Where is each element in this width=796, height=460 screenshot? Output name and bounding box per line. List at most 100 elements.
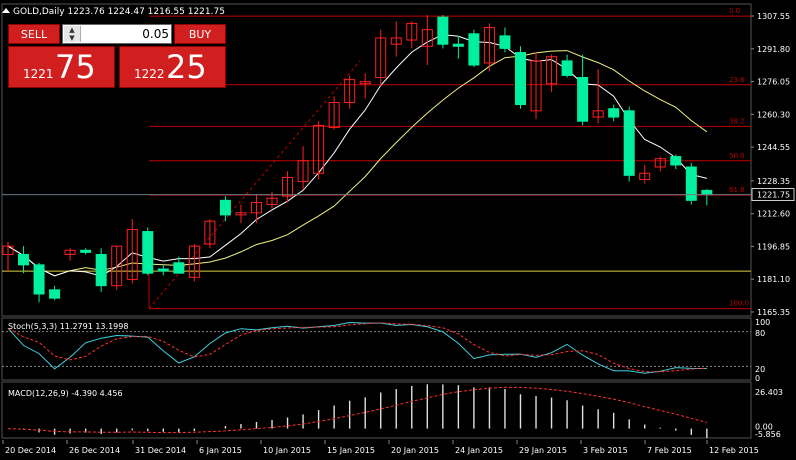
candle-body <box>80 249 92 253</box>
candle-body <box>297 160 309 183</box>
collapse-triangle-icon[interactable] <box>2 8 10 13</box>
fib-level-label: 100.0 <box>729 300 749 308</box>
time-tick-label: 10 Jan 2015 <box>263 446 311 455</box>
fibonacci-retracement[interactable]: 0.0 23.6 38.2 50.0 61.8 100.0 <box>2 7 751 310</box>
candle-body <box>375 37 387 79</box>
candle-body <box>701 189 713 196</box>
time-tick-label: 6 Jan 2015 <box>199 446 242 455</box>
stoch-d-line <box>7 322 707 373</box>
candle-body <box>452 43 464 47</box>
last-price-label: 1221.75 <box>757 191 790 200</box>
candle-body <box>204 220 216 245</box>
candlestick-series <box>2 15 713 303</box>
fib-level-label: 50.0 <box>729 152 745 160</box>
time-tick-label: 20 Dec 2014 <box>5 446 56 455</box>
candle-body <box>654 158 666 168</box>
macd-scale-label: -5.856 <box>755 430 781 439</box>
chart-header: GOLD,Daily 1223.76 1224.47 1216.55 1221.… <box>2 7 225 17</box>
macd-scale-label: 26.403 <box>755 388 783 397</box>
sell-price-prefix: 1221 <box>23 67 54 81</box>
main-panel-border <box>1 3 752 317</box>
time-tick-label: 3 Feb 2015 <box>583 446 628 455</box>
buy-price-prefix: 1222 <box>134 67 165 81</box>
macd-label: MACD(12,26,9) -4.390 4.456 <box>8 389 123 398</box>
candle-body <box>235 212 247 216</box>
moving-average-slow <box>7 50 708 277</box>
chart-title: GOLD,Daily 1223.76 1224.47 1216.55 1221.… <box>13 7 225 17</box>
candle-body <box>592 110 604 118</box>
candle-body <box>546 56 558 85</box>
candle-body <box>188 245 200 278</box>
time-tick-label: 26 Dec 2014 <box>69 446 120 455</box>
candle-body <box>95 253 107 287</box>
candle-body <box>639 172 651 181</box>
macd-signal-line <box>7 386 708 434</box>
candle-body <box>266 197 278 205</box>
price-axis: 1307.55 1291.80 1276.05 1260.30 1244.55 1228.… <box>2 12 795 317</box>
candle-body <box>142 231 154 274</box>
price-tick-label: 1196.85 <box>757 242 790 251</box>
buy-button[interactable]: BUY <box>174 24 226 44</box>
candle-body <box>406 22 418 41</box>
candle-body <box>313 124 325 174</box>
candle-body <box>421 29 433 47</box>
price-tick-label: 1181.10 <box>757 275 790 284</box>
stochastic-indicator: 100 80 200 <box>2 318 770 383</box>
time-tick-label: 31 Dec 2014 <box>135 446 186 455</box>
time-tick-label: 12 Feb 2015 <box>709 446 759 455</box>
candle-body <box>390 37 402 45</box>
candle-body <box>250 201 262 214</box>
lot-size-stepper[interactable]: ▲ ▼ <box>62 24 172 44</box>
macd-scale-label: 0.00 <box>755 423 773 432</box>
candle-body <box>561 60 573 76</box>
stoch-scale-label: 0 <box>755 374 760 383</box>
ma-slow-line <box>7 50 708 277</box>
sell-price-pips: 75 <box>55 48 96 86</box>
candle-body <box>670 156 682 166</box>
ma-fast-line <box>7 34 708 277</box>
price-tick-label: 1165.35 <box>757 308 790 317</box>
lot-size-input[interactable] <box>83 26 169 42</box>
price-tick-label: 1260.30 <box>757 110 790 119</box>
candle-body <box>111 245 123 287</box>
candle-body <box>328 101 340 128</box>
candle-body <box>685 166 697 201</box>
candle-body <box>49 289 61 299</box>
macd-indicator: 26.403 0.00-5.856 <box>7 384 783 439</box>
candle-body <box>157 268 169 272</box>
macd-panel-border <box>1 381 752 439</box>
candle-body <box>2 245 14 255</box>
candle-body <box>530 60 542 112</box>
one-click-trading-panel: SELL ▲▼ BUY 1221 75 1222 25 <box>8 24 226 88</box>
candle-body <box>64 249 76 255</box>
buy-price-pips: 25 <box>166 48 207 86</box>
sell-button[interactable]: SELL <box>8 24 60 44</box>
candle-body <box>359 81 371 85</box>
candle-body <box>33 264 45 295</box>
fib-level-label: 61.8 <box>729 186 745 194</box>
buy-price-box[interactable]: 1222 25 <box>119 46 226 88</box>
moving-average-fast <box>7 34 708 277</box>
time-tick-label: 20 Jan 2015 <box>391 446 439 455</box>
time-tick-label: 29 Jan 2015 <box>519 446 567 455</box>
sell-price-box[interactable]: 1221 75 <box>8 46 115 88</box>
candle-body <box>219 199 231 216</box>
time-tick-label: 24 Jan 2015 <box>455 446 503 455</box>
time-tick-label: 15 Jan 2015 <box>327 446 375 455</box>
candle-body <box>468 33 480 66</box>
last-price-box <box>751 188 795 201</box>
price-tick-label: 1291.80 <box>757 45 790 54</box>
candle-body <box>126 228 138 280</box>
candle-body <box>282 176 294 197</box>
lot-stepper-arrows-icon[interactable]: ▲ ▼ <box>64 26 81 42</box>
chart-frame <box>1 3 752 439</box>
stoch-scale-label: 80 <box>755 329 765 338</box>
stoch-k-line <box>7 321 707 374</box>
fib-level-label: 0.0 <box>729 7 740 15</box>
candle-body <box>514 52 526 106</box>
stoch-panel-border <box>1 317 752 381</box>
stoch-scale-label: 20 <box>755 365 765 374</box>
candle-body <box>173 262 185 274</box>
candle-body <box>18 253 30 266</box>
